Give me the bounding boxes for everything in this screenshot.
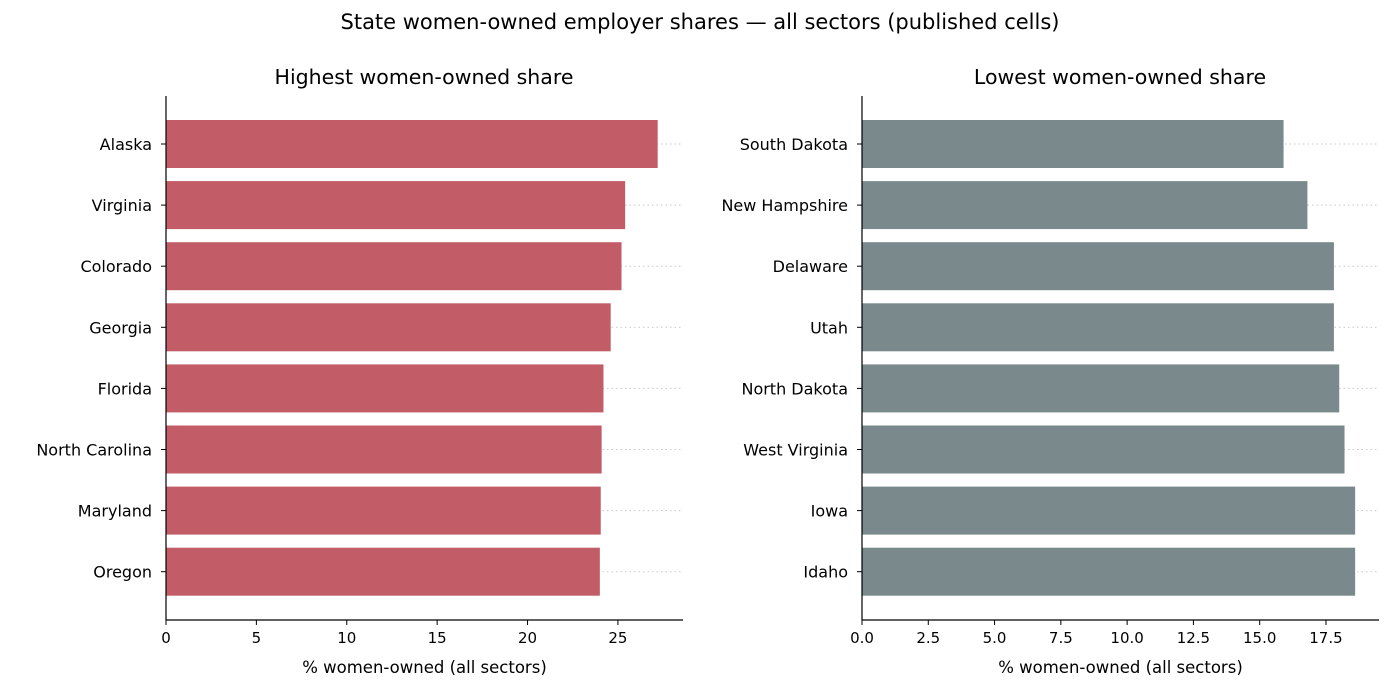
category-label-lowest-4: North Dakota <box>741 379 848 398</box>
bar-highest-6 <box>166 486 601 535</box>
bar-lowest-1 <box>862 181 1308 230</box>
figure-title: State women-owned employer shares — all … <box>340 10 1060 34</box>
panel-title-highest: Highest women-owned share <box>275 65 574 89</box>
bar-highest-3 <box>166 303 611 352</box>
bar-lowest-6 <box>862 486 1356 535</box>
bar-lowest-3 <box>862 303 1334 352</box>
x-tick-label-lowest-4: 10.0 <box>1110 629 1143 647</box>
x-axis-label-lowest: % women-owned (all sectors) <box>998 658 1243 677</box>
category-label-highest-4: Florida <box>98 379 152 398</box>
x-tick-label-lowest-1: 2.5 <box>916 629 940 647</box>
bar-highest-2 <box>166 242 622 291</box>
x-tick-label-lowest-2: 5.0 <box>983 629 1007 647</box>
category-label-lowest-6: Iowa <box>811 502 848 521</box>
bar-lowest-0 <box>862 120 1284 168</box>
x-tick-label-highest-4: 20 <box>518 629 537 647</box>
category-label-highest-3: Georgia <box>89 318 152 337</box>
category-label-lowest-5: West Virginia <box>743 441 848 460</box>
x-tick-label-lowest-3: 7.5 <box>1049 629 1073 647</box>
bar-highest-5 <box>166 425 602 474</box>
category-label-highest-6: Maryland <box>78 502 152 521</box>
bar-lowest-2 <box>862 242 1334 291</box>
bar-highest-1 <box>166 181 626 230</box>
x-tick-label-highest-5: 25 <box>608 629 627 647</box>
category-label-highest-2: Colorado <box>80 257 152 276</box>
category-label-highest-0: Alaska <box>100 135 152 154</box>
x-tick-label-lowest-0: 0.0 <box>850 629 874 647</box>
category-label-lowest-3: Utah <box>810 318 848 337</box>
x-tick-label-lowest-6: 15.0 <box>1243 629 1276 647</box>
x-tick-label-highest-2: 10 <box>337 629 356 647</box>
category-label-lowest-2: Delaware <box>773 257 848 276</box>
bar-lowest-5 <box>862 425 1345 474</box>
category-label-highest-1: Virginia <box>92 196 152 215</box>
x-tick-label-highest-0: 0 <box>161 629 171 647</box>
panel-title-lowest: Lowest women-owned share <box>974 65 1266 89</box>
bar-lowest-7 <box>862 547 1356 596</box>
category-label-highest-7: Oregon <box>93 563 152 582</box>
category-label-lowest-7: Idaho <box>803 563 848 582</box>
x-tick-label-lowest-5: 12.5 <box>1177 629 1210 647</box>
bar-highest-7 <box>166 547 600 596</box>
x-tick-label-highest-1: 5 <box>252 629 262 647</box>
bar-highest-0 <box>166 120 658 168</box>
bar-highest-4 <box>166 364 604 413</box>
category-label-lowest-1: New Hampshire <box>721 196 848 215</box>
category-label-highest-5: North Carolina <box>36 441 152 460</box>
category-label-lowest-0: South Dakota <box>740 135 848 154</box>
bar-lowest-4 <box>862 364 1340 413</box>
x-tick-label-highest-3: 15 <box>428 629 447 647</box>
x-axis-label-highest: % women-owned (all sectors) <box>302 658 547 677</box>
x-tick-label-lowest-7: 17.5 <box>1309 629 1342 647</box>
